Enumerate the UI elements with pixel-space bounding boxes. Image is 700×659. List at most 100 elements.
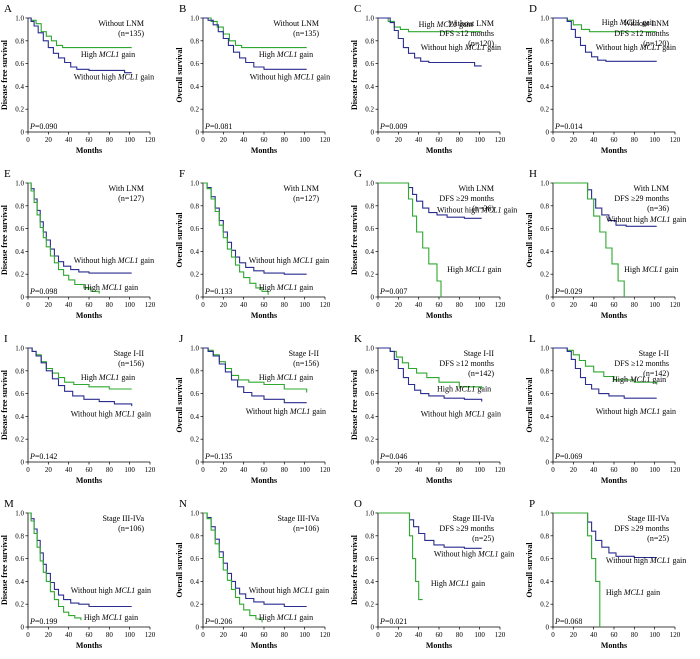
x-tick-label: 80 [631,136,639,144]
x-tick-label: 0 [201,466,205,474]
x-tick-label: 0 [26,466,30,474]
series-without-high-mcl1-gain [203,512,307,608]
x-tick-label: 80 [456,136,464,144]
curve-label: High MCL1 gain [606,588,660,597]
x-tick-label: 80 [106,136,114,144]
y-tick-label: 0.4 [540,248,549,256]
y-axis-label: Disease free survival [0,534,9,605]
x-tick-label: 40 [590,631,598,639]
x-tick-label: 100 [124,631,135,639]
x-tick-label: 0 [551,301,555,309]
x-tick-label: 40 [65,136,73,144]
y-tick-label: 1.0 [365,345,374,353]
y-axis-label: Disease free survival [350,204,359,275]
x-tick-label: 60 [261,631,269,639]
series-without-high-mcl1-gain [28,17,132,74]
x-tick-label: 40 [240,301,248,309]
x-tick-label: 40 [415,631,423,639]
legend-text: (n=135) [293,29,319,38]
x-tick-label: 40 [590,136,598,144]
x-tick-label: 100 [649,301,660,309]
legend-text: Without LNM [448,19,494,28]
series-without-high-mcl1-gain [553,17,657,62]
panel-letter: M [4,498,14,510]
x-axis-label: Months [76,641,102,650]
y-tick-label: 0.8 [15,202,24,210]
p-value: P=0.009 [379,122,407,131]
x-tick-label: 20 [220,136,228,144]
y-tick-label: 1.0 [540,15,549,23]
curve-label: Without high MCL1 gain [74,73,154,82]
p-value: P=0.142 [29,452,57,461]
x-tick-label: 80 [281,136,289,144]
y-axis-label: Overall survival [175,47,184,103]
p-value: P=0.199 [29,617,57,626]
x-axis-label: Months [251,641,277,650]
km-panel-o: O 0 20 40 60 80 100 120 0 0.2 0.4 0.6 0.8 1.0 Months Di… [350,498,514,650]
y-tick-label: 0.8 [540,37,549,45]
y-tick-label: 0.4 [190,578,199,586]
x-tick-label: 120 [495,301,506,309]
x-tick-label: 60 [261,136,269,144]
km-panel-d: D 0 20 40 60 80 100 120 0 0.2 0.4 0.6 0.8 1.0 Months Ov… [525,3,681,155]
curve-label: High MCL1 gain [84,613,138,622]
y-tick-label: 0.6 [190,390,199,398]
x-tick-label: 20 [395,301,403,309]
km-panel-a: A 0 20 40 60 80 100 120 0 0.2 0.4 0.6 0.8 1.0 Months Di… [0,3,156,155]
y-tick-label: 0.2 [365,436,374,444]
y-tick-label: 0.8 [365,367,374,375]
x-tick-label: 100 [649,631,660,639]
x-tick-label: 60 [611,301,619,309]
y-tick-label: 0.8 [540,202,549,210]
y-axis-label: Overall survival [525,212,534,268]
x-tick-label: 80 [456,466,464,474]
x-tick-label: 40 [415,136,423,144]
x-tick-label: 80 [456,631,464,639]
legend-text: DFS ≥29 months [614,194,669,203]
legend-text: Without LNM [623,19,669,28]
panel-letter: E [4,168,11,180]
y-tick-label: 0.8 [15,37,24,45]
km-panel-l: L 0 20 40 60 80 100 120 0 0.2 0.4 0.6 0.8 1.0 Months Ov… [525,333,681,485]
legend-text: (n=36) [647,204,669,213]
y-tick-label: 0.6 [365,225,374,233]
p-value: P=0.098 [29,287,57,296]
curve-label: High MCL1 gain [612,375,666,384]
series-high-mcl1-gain [28,512,82,621]
y-tick-label: 0.2 [540,436,549,444]
legend-text: DFS ≥29 months [439,524,494,533]
y-axis-label: Disease free survival [350,534,359,605]
y-tick-label: 0.8 [190,202,199,210]
series-without-high-mcl1-gain [203,182,307,275]
p-value: P=0.021 [379,617,407,626]
curve-label: Without high MCL1 gain [421,409,501,418]
legend-text: (n=106) [293,524,319,533]
curve-label: Without high MCL1 gain [434,549,514,558]
panel-letter: P [529,498,535,510]
x-axis-label: Months [251,146,277,155]
y-tick-label: 0 [21,129,25,137]
p-value: P=0.068 [554,617,582,626]
p-value: P=0.090 [29,122,57,131]
curve-label: Without high MCL1 gain [606,556,686,565]
x-tick-label: 20 [220,631,228,639]
x-axis-label: Months [426,311,452,320]
curve-label: Without high MCL1 gain [249,586,329,595]
y-tick-label: 0 [371,129,375,137]
km-panel-n: N 0 20 40 60 80 100 120 0 0.2 0.4 0.6 0.8 1.0 Months Ov… [175,498,331,650]
y-tick-label: 1.0 [540,180,549,188]
p-value: P=0.135 [204,452,232,461]
y-tick-label: 1.0 [540,510,549,518]
p-value: P=0.029 [554,287,582,296]
y-tick-label: 0 [21,624,25,632]
x-tick-label: 120 [145,631,156,639]
curve-label: High MCL1 gain [259,283,313,292]
x-tick-label: 0 [376,301,380,309]
p-value: P=0.206 [204,617,232,626]
x-tick-label: 100 [124,466,135,474]
y-axis-label: Disease free survival [350,369,359,440]
legend-text: Stage I-II [289,349,320,358]
km-panel-k: K 0 20 40 60 80 100 120 0 0.2 0.4 0.6 0.8 1.0 Months Di… [350,333,506,485]
legend-text: Stage I-II [114,349,145,358]
y-tick-label: 0.4 [365,578,374,586]
